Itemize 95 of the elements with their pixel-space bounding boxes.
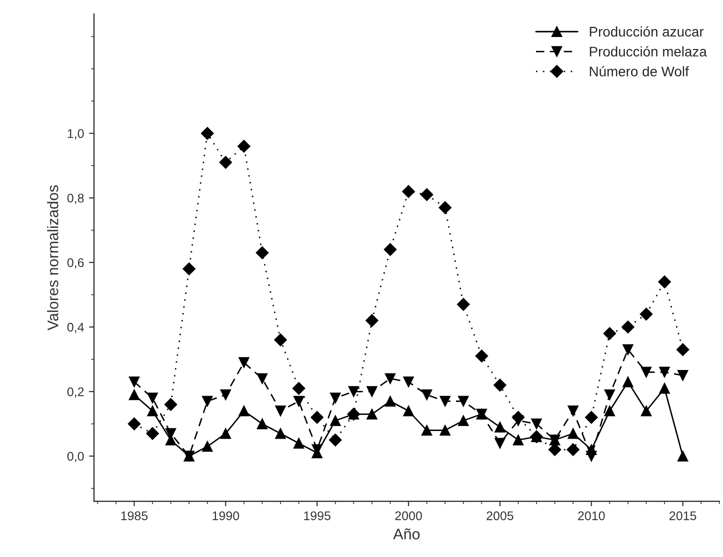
point bbox=[403, 406, 414, 416]
point bbox=[456, 298, 470, 311]
y-tick-label: 0,6 bbox=[67, 258, 84, 269]
point bbox=[566, 443, 580, 456]
point bbox=[438, 201, 452, 214]
point bbox=[494, 378, 506, 392]
point bbox=[531, 418, 542, 430]
point bbox=[310, 410, 324, 424]
point bbox=[164, 398, 178, 411]
point bbox=[640, 406, 652, 416]
point bbox=[275, 428, 286, 439]
y-tick-label: 0,4 bbox=[67, 322, 84, 334]
point bbox=[275, 406, 286, 416]
point bbox=[568, 406, 578, 416]
point bbox=[658, 275, 671, 288]
point bbox=[440, 396, 450, 407]
point bbox=[586, 450, 597, 462]
point bbox=[568, 428, 578, 439]
point bbox=[238, 406, 250, 416]
point bbox=[421, 424, 432, 436]
point bbox=[440, 424, 450, 436]
point bbox=[146, 427, 159, 440]
legend-label: Producción melaza bbox=[590, 46, 707, 57]
point bbox=[256, 246, 269, 260]
point bbox=[676, 343, 690, 356]
point bbox=[256, 373, 268, 384]
point bbox=[293, 438, 304, 449]
y-tick-label: 0,2 bbox=[67, 387, 84, 398]
x-tick-label: 2015 bbox=[670, 511, 696, 520]
point bbox=[640, 308, 653, 321]
point bbox=[384, 243, 397, 256]
point bbox=[292, 382, 306, 395]
y-tick-label: 1,0 bbox=[68, 129, 84, 140]
point bbox=[548, 443, 562, 456]
point bbox=[420, 188, 434, 202]
point bbox=[366, 408, 378, 420]
y-tick-label: 0,8 bbox=[67, 194, 84, 204]
point bbox=[220, 389, 232, 400]
point bbox=[200, 126, 214, 140]
point bbox=[384, 396, 396, 407]
point bbox=[622, 376, 634, 388]
point bbox=[403, 376, 414, 388]
point bbox=[202, 441, 213, 452]
point bbox=[622, 320, 634, 334]
point bbox=[603, 327, 616, 340]
point bbox=[274, 334, 287, 346]
point bbox=[604, 389, 616, 400]
point bbox=[384, 373, 396, 384]
point bbox=[659, 382, 670, 394]
point bbox=[366, 314, 378, 327]
point bbox=[219, 156, 232, 169]
point bbox=[366, 386, 378, 397]
point bbox=[238, 357, 250, 368]
point bbox=[659, 366, 670, 378]
point bbox=[128, 376, 140, 388]
x-tick-label: 2000 bbox=[395, 511, 422, 520]
point bbox=[494, 422, 506, 432]
point bbox=[677, 370, 688, 381]
point bbox=[256, 418, 268, 430]
point bbox=[220, 428, 232, 439]
point bbox=[348, 386, 360, 397]
point bbox=[182, 262, 196, 276]
x-tick-label: 1985 bbox=[121, 511, 148, 520]
point bbox=[494, 438, 506, 449]
point bbox=[147, 406, 158, 416]
point bbox=[512, 410, 525, 424]
x-tick-label: 2010 bbox=[578, 511, 605, 520]
point bbox=[640, 366, 652, 378]
point bbox=[458, 415, 469, 426]
point bbox=[475, 350, 488, 362]
point bbox=[584, 410, 598, 424]
x-tick-label: 2005 bbox=[486, 511, 514, 520]
point bbox=[202, 396, 213, 407]
point bbox=[330, 415, 341, 426]
point bbox=[421, 389, 432, 400]
legend-label: Producción azucar bbox=[590, 26, 704, 37]
point bbox=[128, 389, 140, 400]
point bbox=[128, 417, 141, 430]
y-tick-label: 0,0 bbox=[67, 452, 84, 462]
legend-label: Número de Wolf bbox=[590, 66, 689, 76]
point bbox=[604, 406, 616, 416]
point bbox=[330, 392, 341, 404]
point bbox=[328, 434, 342, 446]
point bbox=[402, 185, 415, 198]
point bbox=[147, 392, 158, 404]
y-axis-title: Valores normalizados bbox=[47, 185, 58, 330]
x-tick-label: 1995 bbox=[304, 511, 330, 520]
point bbox=[677, 450, 688, 462]
point bbox=[238, 140, 250, 153]
point bbox=[622, 344, 634, 355]
x-axis-title: Año bbox=[393, 528, 420, 540]
point bbox=[293, 396, 304, 407]
x-tick-label: 1990 bbox=[212, 511, 240, 520]
point bbox=[512, 434, 524, 446]
point bbox=[458, 396, 469, 407]
